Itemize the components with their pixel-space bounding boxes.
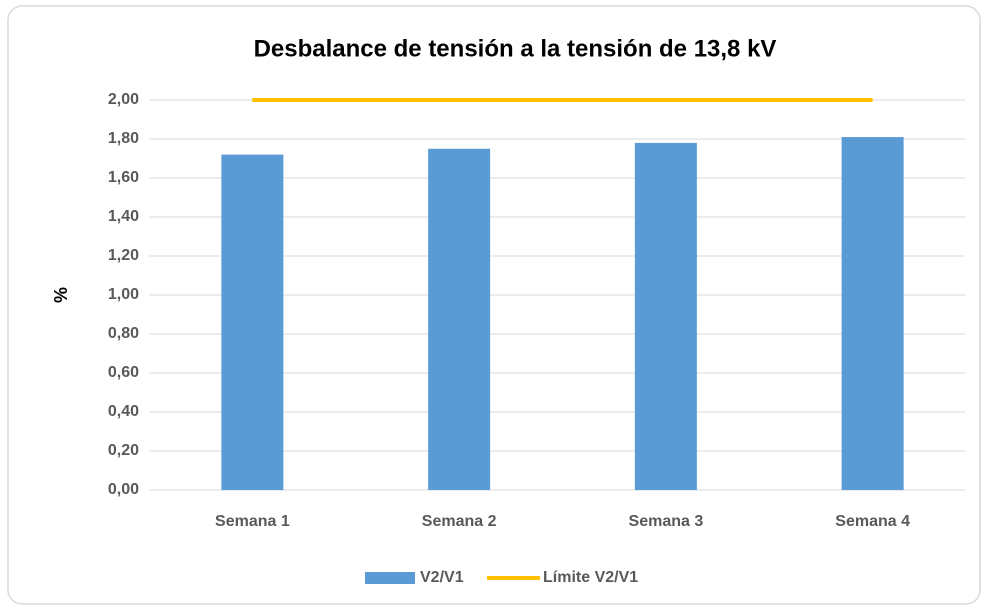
y-tick-label: 1,20 <box>108 247 139 264</box>
y-tick-label: 1,80 <box>108 130 139 147</box>
y-tick-label: 0,80 <box>108 325 139 342</box>
y-tick-label: 1,00 <box>108 286 139 303</box>
bar <box>634 142 697 490</box>
x-tick-label: Semana 2 <box>422 513 497 530</box>
y-tick-label: 0,00 <box>108 481 139 498</box>
y-tick-label: 0,20 <box>108 442 139 459</box>
bar <box>841 137 904 491</box>
bar <box>221 154 284 490</box>
x-tick-label: Semana 4 <box>835 513 910 530</box>
legend-label: Límite V2/V1 <box>543 569 638 586</box>
chart-title: Desbalance de tensión a la tensión de 13… <box>254 35 777 62</box>
y-axis-label: % <box>51 287 71 303</box>
y-tick-label: 2,00 <box>108 91 139 108</box>
y-tick-label: 1,40 <box>108 208 139 225</box>
legend-swatch <box>365 572 415 584</box>
x-tick-label: Semana 3 <box>629 513 704 530</box>
x-tick-label: Semana 1 <box>215 513 290 530</box>
bar <box>428 148 491 490</box>
y-tick-label: 1,60 <box>108 169 139 186</box>
legend-label: V2/V1 <box>420 569 464 586</box>
y-tick-label: 0,60 <box>108 364 139 381</box>
y-tick-label: 0,40 <box>108 403 139 420</box>
